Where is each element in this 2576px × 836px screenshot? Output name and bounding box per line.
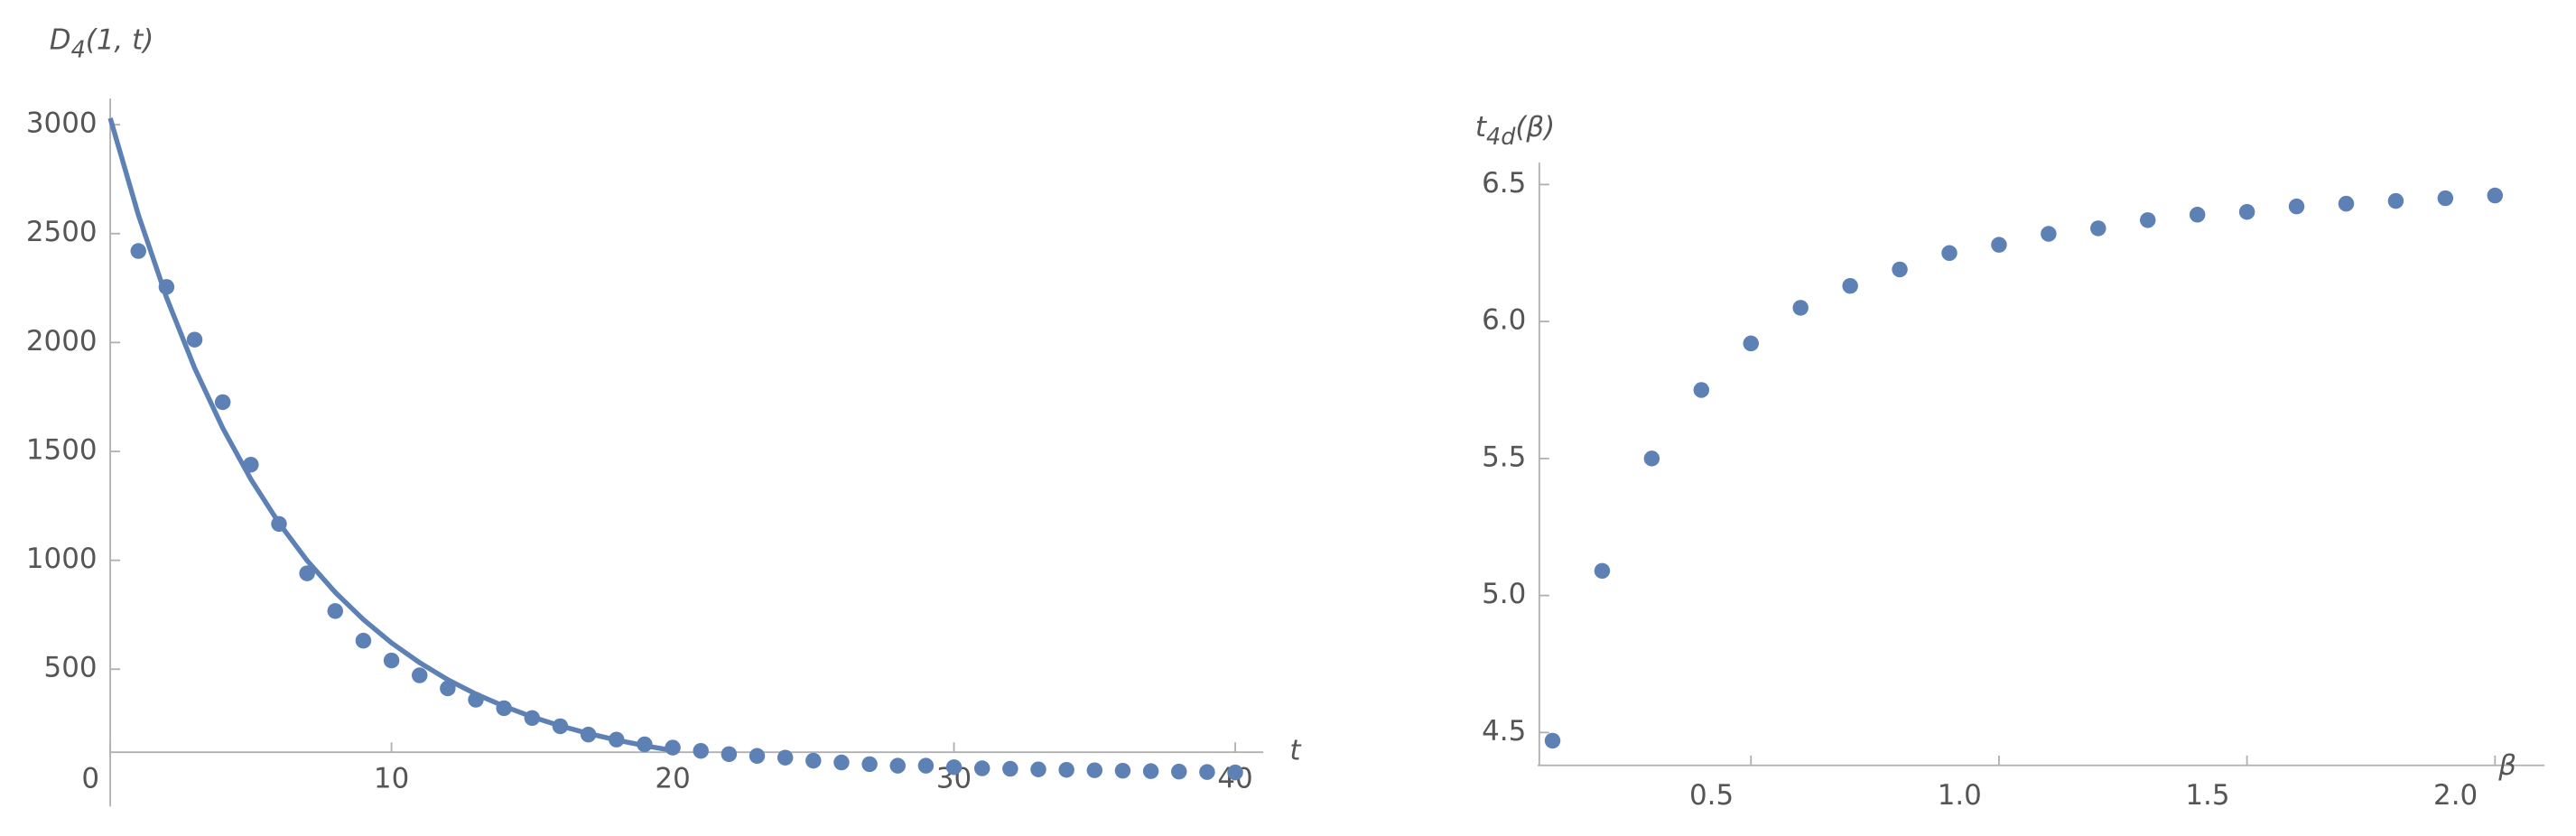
point [1544,732,1561,749]
y-tick-label: 4.5 [1482,715,1526,748]
y-tick-label: 1000 [26,543,98,575]
point [214,394,231,411]
point [2140,212,2156,228]
x-axis-label: β [2497,749,2516,782]
point [2437,190,2454,207]
y-tick-label: 2000 [26,325,98,358]
point [1693,382,1710,398]
point [1892,261,1908,278]
point [917,757,935,774]
point [412,667,428,683]
y-tick-label: 5.0 [1482,578,1526,610]
point [1643,451,1660,467]
y-tick-label: 2500 [26,216,98,248]
y-tick-label: 500 [44,652,98,684]
y-axis-label-part: t [1475,110,1488,143]
point [1171,763,1187,780]
x-tick-label: 0.5 [1689,779,1734,812]
x-tick-label: 10 [374,763,409,795]
y-axis-label-part: (β) [1515,110,1555,143]
x-axis-label: t [1289,735,1302,767]
point [1030,761,1046,777]
point [749,748,766,765]
fit-line [107,117,674,753]
point [1199,764,1215,780]
point [2387,192,2404,209]
y-axis-label-part: D [50,23,71,56]
point [1941,245,1958,261]
point [327,603,344,619]
y-tick-label: 6.0 [1482,304,1526,337]
x-tick-label: 20 [655,763,690,795]
y-axis-label-part: (1, t) [86,23,154,56]
point [2189,207,2206,223]
point [383,652,400,669]
x-tick-label: 0 [81,763,99,795]
x-tick-label: 1.0 [1938,779,1982,812]
y-axis-label: D4(1, t) [50,23,154,63]
point [833,754,850,771]
y-tick-label: 5.5 [1482,441,1526,473]
point [889,757,907,774]
point [1743,335,1759,352]
y-axis-label-part: 4 [71,36,86,63]
x-tick-label: 2.0 [2433,779,2478,812]
point [1142,763,1159,779]
point [1002,760,1018,777]
point [973,760,990,776]
y-tick-label: 3000 [26,107,98,140]
point [299,565,315,581]
point [805,752,822,769]
y-axis-label: t4d(β) [1475,110,1555,150]
point [777,749,794,766]
point [2041,226,2057,242]
point [1114,762,1131,779]
point [693,742,709,759]
point [861,756,878,773]
y-tick-label: 6.5 [1482,167,1526,200]
point [2090,220,2106,237]
point [721,746,738,763]
point [1086,762,1103,778]
y-tick-label: 1500 [26,433,98,466]
point [1594,562,1611,580]
point [1792,300,1809,316]
point [1058,761,1074,778]
y-axis-label-part: 4d [1486,124,1516,151]
point [945,759,963,776]
point [130,243,146,259]
x-tick-label: 1.5 [2185,779,2229,812]
point [2288,198,2305,215]
point [2238,204,2255,220]
point [355,632,372,649]
point [1227,764,1243,781]
point [186,331,203,348]
point [1991,237,2007,253]
point [2338,195,2355,212]
point [2487,187,2504,204]
point [1842,277,1858,294]
